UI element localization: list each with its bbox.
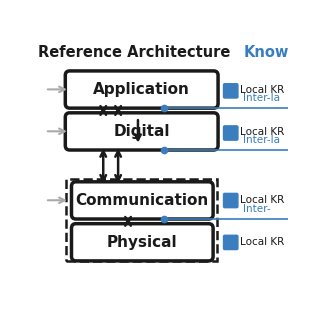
FancyBboxPatch shape: [65, 113, 218, 150]
FancyBboxPatch shape: [224, 126, 238, 140]
Text: Application: Application: [93, 82, 190, 97]
Text: Inter-la: Inter-la: [243, 93, 280, 103]
FancyBboxPatch shape: [224, 193, 238, 208]
Text: Local KR: Local KR: [240, 85, 284, 95]
Text: Local KR: Local KR: [240, 127, 284, 137]
Text: Reference Architecture: Reference Architecture: [38, 44, 230, 60]
Text: Communication: Communication: [76, 193, 209, 208]
FancyBboxPatch shape: [71, 224, 213, 261]
Text: Inter-la: Inter-la: [243, 135, 280, 145]
FancyBboxPatch shape: [224, 84, 238, 98]
Text: Knowle: Knowle: [243, 44, 304, 60]
Bar: [66, 179, 217, 261]
Text: Local KR: Local KR: [240, 237, 284, 247]
FancyBboxPatch shape: [65, 71, 218, 108]
Text: Digital: Digital: [113, 124, 170, 139]
FancyBboxPatch shape: [224, 235, 238, 250]
Text: Physical: Physical: [107, 235, 178, 250]
Text: Local KR: Local KR: [240, 195, 284, 205]
Text: Inter-: Inter-: [243, 204, 271, 214]
FancyBboxPatch shape: [71, 182, 213, 219]
